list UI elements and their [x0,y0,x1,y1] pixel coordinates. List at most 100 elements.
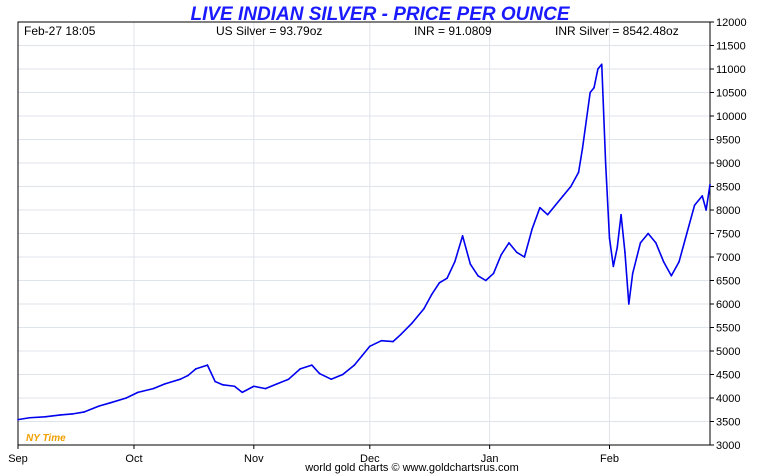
y-tick-label: 12000 [716,17,747,29]
x-tick-label: Dec [360,453,380,465]
price-point [125,397,128,399]
price-point [655,242,657,244]
price-point [179,378,182,381]
price-point [539,206,541,209]
header-datetime: Feb-27 18:05 [24,24,96,38]
price-point [709,183,711,186]
price-point [109,401,112,404]
price-point [17,418,19,421]
price-point [71,413,73,415]
price-point [686,232,688,235]
price-point [523,256,526,258]
price-point [82,411,85,413]
price-point [318,372,321,375]
price-point [222,384,224,386]
y-tick-label: 6000 [716,299,740,311]
x-tick-label: Sep [8,453,28,465]
price-point [678,260,680,263]
header-us-silver: US Silver = 93.79oz [216,24,322,38]
price-point [137,391,139,394]
price-point [604,162,607,164]
price-point [98,405,100,407]
price-point [446,277,448,279]
price-point [589,91,591,94]
price-point [241,391,244,394]
y-tick-label: 3500 [716,417,740,429]
price-point [195,368,197,370]
price-point [581,148,584,150]
price-point [430,293,433,296]
price-point [585,119,588,122]
y-tick-label: 7500 [716,229,740,241]
price-point [515,251,518,254]
price-point [399,333,402,336]
price-point [631,272,634,275]
y-tick-label: 8500 [716,182,740,194]
price-point [705,209,707,211]
x-tick-label: Oct [125,453,142,465]
x-tick-label: Nov [244,453,264,465]
price-point [647,232,649,235]
price-point [628,303,630,305]
price-point [44,416,46,418]
price-point [500,253,503,256]
y-tick-label: 10500 [716,88,747,100]
price-point [608,237,611,239]
price-point [264,387,267,390]
y-tick-label: 6500 [716,276,740,288]
y-tick-label: 9000 [716,158,740,170]
price-point [477,275,479,277]
price-point [546,213,549,216]
price-point [233,385,236,388]
price-point [152,387,155,390]
price-point [253,385,255,388]
price-point [299,368,302,370]
y-tick-label: 10000 [716,111,747,123]
y-tick-label: 4500 [716,370,740,382]
price-point [624,251,626,254]
price-point [593,87,595,89]
price-point [616,246,619,249]
y-tick-label: 4000 [716,393,740,405]
price-point [361,354,363,357]
price-point [454,260,456,263]
price-point [693,204,696,207]
price-point [570,185,572,188]
price-point [600,63,603,66]
y-tick-label: 5000 [716,346,740,358]
price-point [508,242,510,244]
price-point [639,242,642,244]
price-point [620,213,622,216]
price-point [287,378,290,381]
price-point [311,364,313,366]
price-point [492,272,495,275]
price-point [562,195,564,197]
price-point [28,416,31,419]
header-inr-rate: INR = 91.0809 [414,24,492,38]
price-point [423,307,425,310]
x-tick-label: Feb [600,453,619,465]
price-point [353,364,356,366]
timezone-label: NY Time [26,433,66,444]
price-point [701,195,704,197]
price-point [369,345,371,348]
price-point [438,282,441,284]
series-layer [17,63,711,421]
price-point [164,383,166,385]
y-tick-label: 3000 [716,440,740,452]
price-point [484,279,487,282]
y-tick-label: 8000 [716,205,740,217]
price-point [531,228,533,230]
header-inr-silver: INR Silver = 8542.48oz [555,24,679,38]
price-point [380,339,383,342]
price-point [59,414,62,416]
y-tick-label: 5500 [716,323,740,335]
price-point [597,68,599,70]
y-axis-ticks: 3000 3500 4000 4500 5000 5500 6000 6500 7000 7500… [710,17,747,452]
x-axis-ticks: Sep Oct Nov Dec Jan Feb [8,445,619,465]
price-point [612,265,615,268]
price-point [554,204,557,207]
chart-credit: world gold charts © www.goldchartsrus.co… [304,462,519,474]
chart-title: LIVE INDIAN SILVER - PRICE PER OUNCE [191,4,571,25]
